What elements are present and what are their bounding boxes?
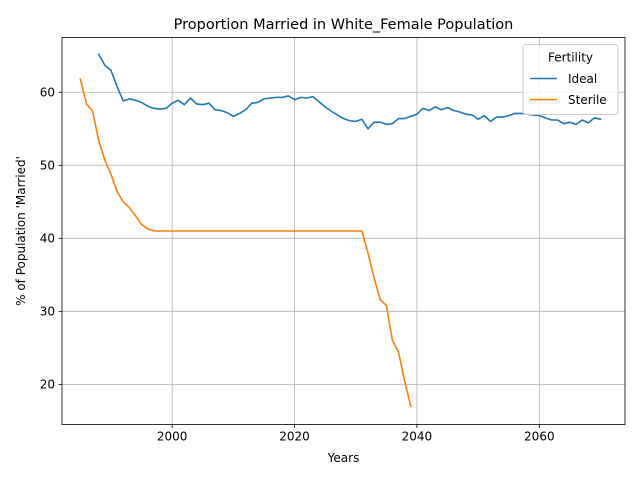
series-layer <box>79 53 602 408</box>
y-tick-label: 30 <box>40 305 55 319</box>
x-axis-ticks: 2000 2020 2040 2060 <box>157 424 555 444</box>
y-tick-label: 40 <box>40 232 55 246</box>
legend-box <box>522 44 619 115</box>
x-tick-label: 2060 <box>524 430 555 444</box>
legend-title: Fertility <box>548 51 593 65</box>
y-tick-label: 20 <box>40 378 55 392</box>
y-axis-ticks: 20 30 40 50 60 <box>40 86 62 392</box>
legend: Fertility Ideal Sterile <box>522 44 619 115</box>
y-tick-label: 50 <box>40 159 55 173</box>
legend-label-sterile: Sterile <box>568 93 607 107</box>
y-axis-label: % of Population 'Married' <box>14 156 28 306</box>
x-tick-label: 2040 <box>402 430 433 444</box>
series-line-sterile <box>79 78 412 408</box>
y-tick-label: 60 <box>40 86 55 100</box>
chart-title: Proportion Married in White_Female Popul… <box>174 17 514 33</box>
x-axis-label: Years <box>327 451 360 465</box>
series-line-ideal <box>97 53 602 130</box>
x-tick-label: 2020 <box>279 430 310 444</box>
x-tick-label: 2000 <box>157 430 188 444</box>
legend-label-ideal: Ideal <box>568 72 597 86</box>
plot-frame <box>61 37 626 425</box>
